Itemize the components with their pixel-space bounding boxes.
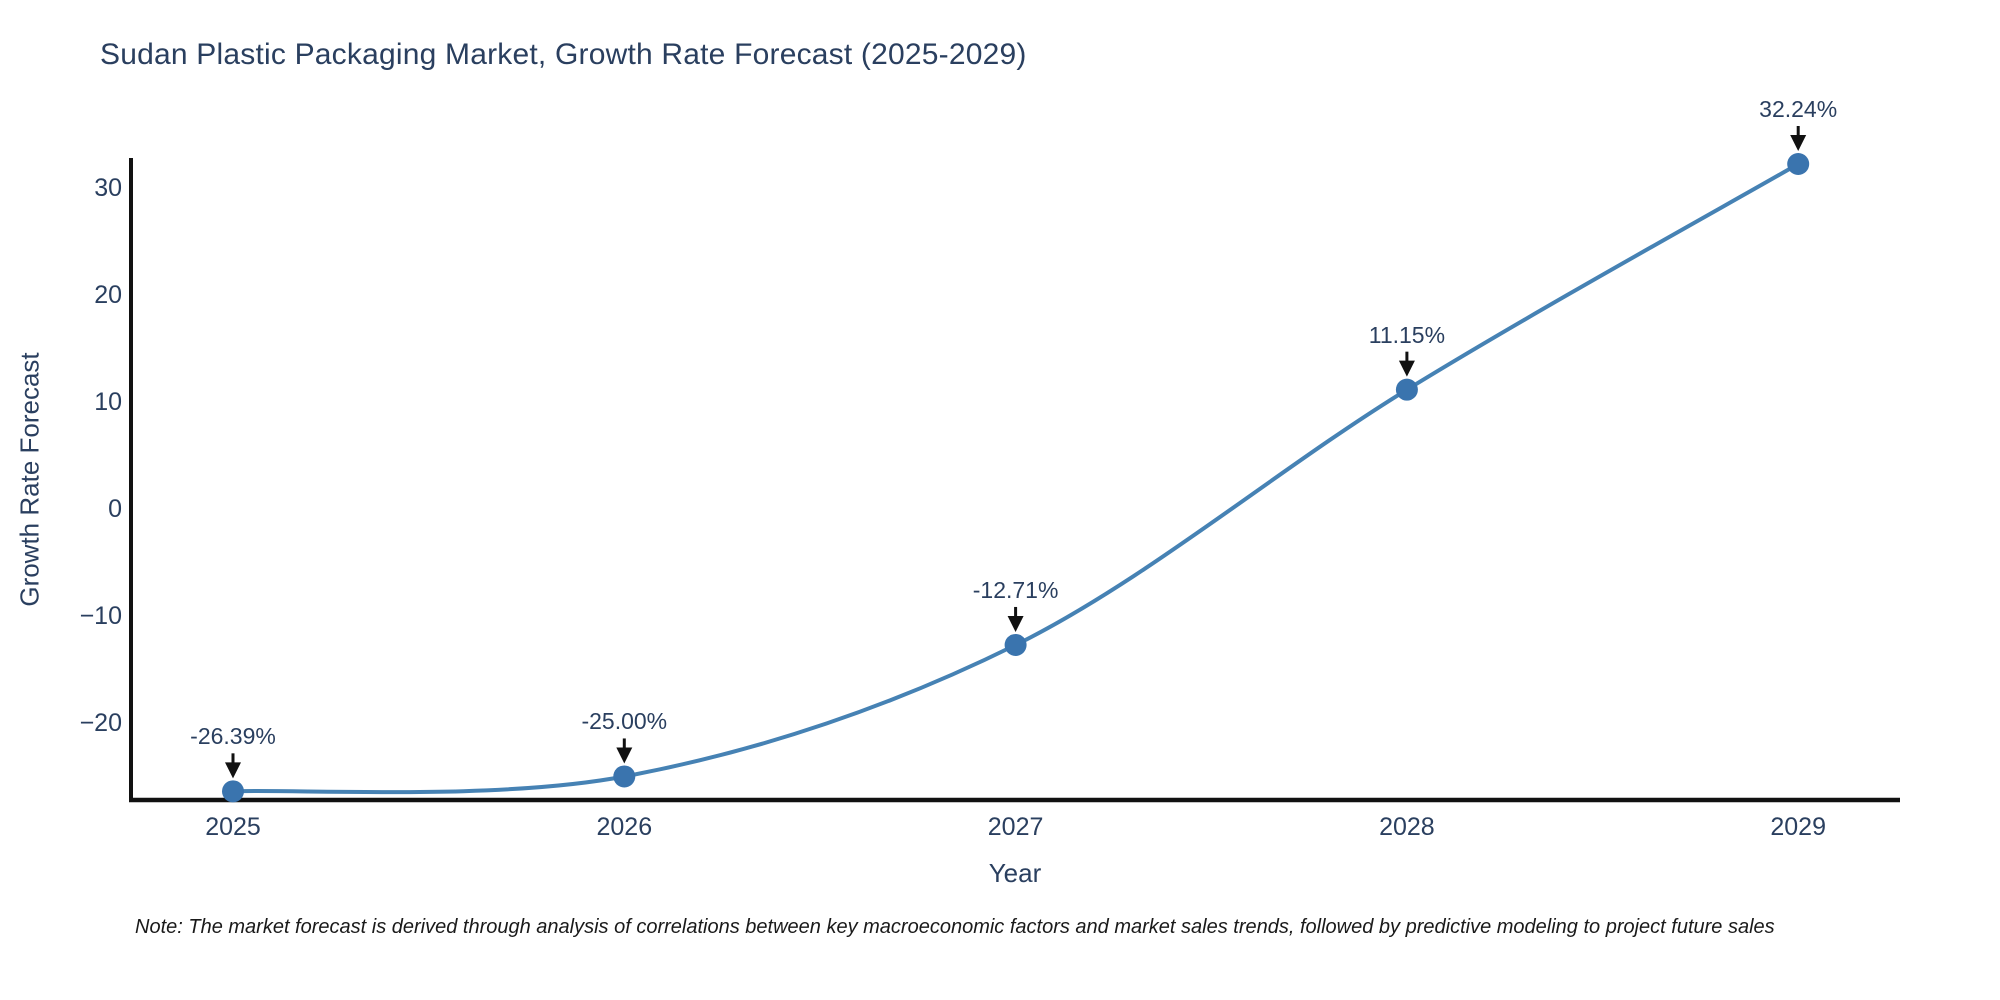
data-point-marker — [1395, 378, 1418, 401]
annotation-arrowhead-icon — [1007, 615, 1024, 632]
data-point-marker — [613, 765, 636, 788]
chart-title: Sudan Plastic Packaging Market, Growth R… — [100, 38, 1027, 71]
y-tick-label: −20 — [79, 708, 122, 737]
data-point-marker — [1787, 152, 1810, 175]
point-value-label: 11.15% — [1368, 321, 1446, 348]
series-line — [232, 162, 1800, 795]
series-marker-layer — [222, 152, 1810, 803]
annotation-arrowhead-icon — [225, 762, 241, 779]
x-axis-title: Year — [988, 858, 1042, 888]
annotation-arrowhead-icon — [1790, 134, 1807, 151]
x-tick-label: 2027 — [987, 813, 1044, 841]
point-value-label: -25.00% — [581, 708, 668, 735]
point-value-label: -26.39% — [190, 723, 276, 750]
point-value-label: -12.71% — [972, 576, 1059, 603]
y-tick-label: 20 — [94, 280, 122, 309]
annotation-arrow-layer — [225, 125, 1807, 779]
footnote: Note: The market forecast is derived thr… — [135, 916, 1775, 938]
annotation-arrowhead-icon — [616, 747, 633, 764]
y-tick-label: 30 — [94, 173, 122, 202]
point-value-label: 32.24% — [1759, 95, 1838, 122]
x-tick-label: 2026 — [596, 813, 653, 841]
series-line-layer — [232, 162, 1800, 795]
x-tick-label: 2025 — [205, 813, 261, 841]
y-tick-label: −10 — [79, 601, 122, 630]
y-axis-title: Growth Rate Forecast — [14, 352, 45, 607]
x-tick-label: 2029 — [1770, 813, 1826, 841]
annotation-arrowhead-icon — [1398, 360, 1415, 377]
x-tick-label: 2028 — [1379, 813, 1435, 841]
y-tick-label: 0 — [108, 494, 122, 523]
data-point-marker — [222, 780, 244, 803]
y-tick-label: 10 — [94, 387, 122, 416]
data-point-marker — [1004, 633, 1027, 656]
